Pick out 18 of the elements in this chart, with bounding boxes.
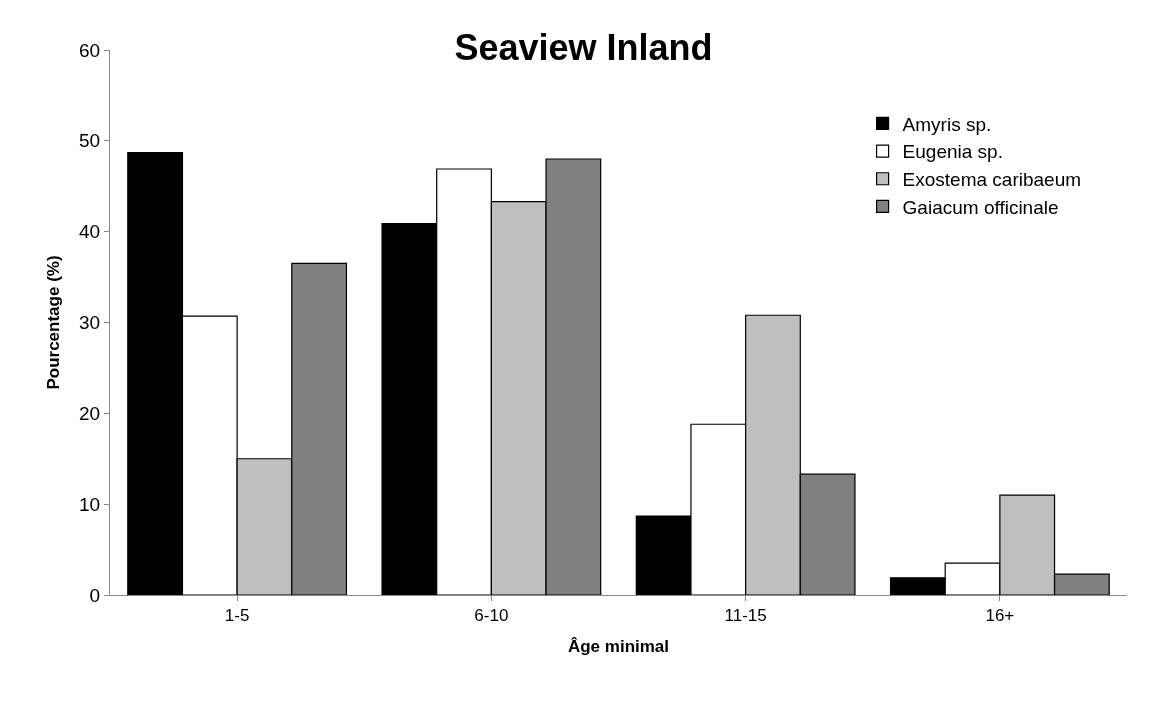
x-tick-label: 6-10: [474, 606, 509, 626]
legend-label: Eugenia sp.: [902, 141, 1003, 163]
legend-label: Gaiacum officinale: [902, 196, 1059, 218]
legend-label: Exostema caribaeum: [902, 169, 1082, 191]
y-tick-label: 60: [79, 39, 101, 61]
x-axis-title: Âge minimal: [567, 636, 670, 656]
x-tick-label: 1-5: [224, 606, 250, 626]
legend-label: Amyris sp.: [902, 113, 992, 135]
x-tick-label: 11-15: [724, 606, 767, 626]
y-tick-label: 50: [79, 130, 101, 152]
y-axis-title: Pourcentage (%): [43, 255, 63, 390]
y-tick-label: 10: [79, 493, 101, 515]
y-tick-label: 40: [79, 221, 101, 243]
x-tick-label: 16+: [985, 606, 1015, 626]
y-tick-label: 20: [79, 402, 101, 424]
y-tick-label: 30: [79, 312, 101, 334]
chart-title: Seaview Inland: [454, 27, 713, 69]
y-tick-label: 0: [89, 584, 101, 606]
